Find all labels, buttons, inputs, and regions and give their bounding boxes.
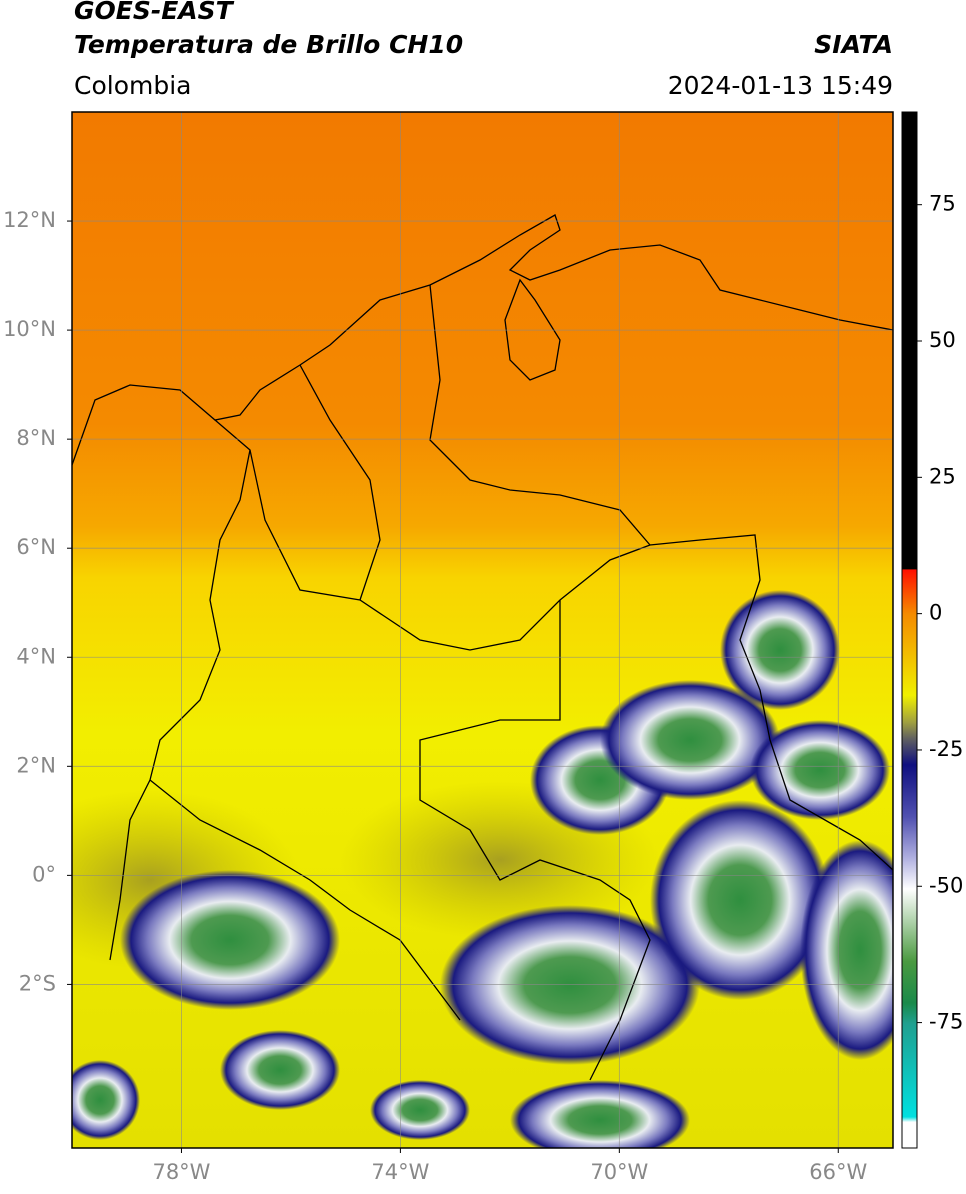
y-tick-label: 0° xyxy=(32,862,56,886)
satellite-image xyxy=(72,112,893,1148)
x-tick-label: 66°W xyxy=(809,1160,867,1184)
title: GOES-EAST xyxy=(74,0,235,25)
grid xyxy=(72,112,893,1148)
colorbar-tick-label: 25 xyxy=(929,464,956,488)
y-tick-label: 12°N xyxy=(3,208,56,232)
map-frame xyxy=(71,111,894,1149)
x-tick-label: 70°W xyxy=(590,1160,648,1184)
colorbar-tick-label: 50 xyxy=(929,328,956,352)
colorbar-tick-label: -25 xyxy=(929,737,963,761)
x-tick-label: 74°W xyxy=(371,1160,429,1184)
y-tick-label: 2°N xyxy=(16,753,56,777)
y-tick-label: 2°S xyxy=(19,971,56,995)
y-tick-label: 10°N xyxy=(3,317,56,341)
x-tick-label: 78°W xyxy=(152,1160,210,1184)
colorbar-tick-label: -50 xyxy=(929,873,963,897)
datetime: 2024-01-13 15:49 xyxy=(668,71,893,100)
source: SIATA xyxy=(814,30,893,59)
colorbar-tick-label: -75 xyxy=(929,1010,963,1034)
y-tick-label: 4°N xyxy=(16,644,56,668)
y-tick-label: 6°N xyxy=(16,535,56,559)
colorbar xyxy=(901,111,918,1149)
subtitle: Temperatura de Brillo CH10 xyxy=(74,30,463,59)
colorbar-tick-label: 0 xyxy=(929,601,942,625)
region: Colombia xyxy=(74,71,191,100)
colorbar-tick-label: 75 xyxy=(929,192,956,216)
y-tick-label: 8°N xyxy=(16,426,56,450)
